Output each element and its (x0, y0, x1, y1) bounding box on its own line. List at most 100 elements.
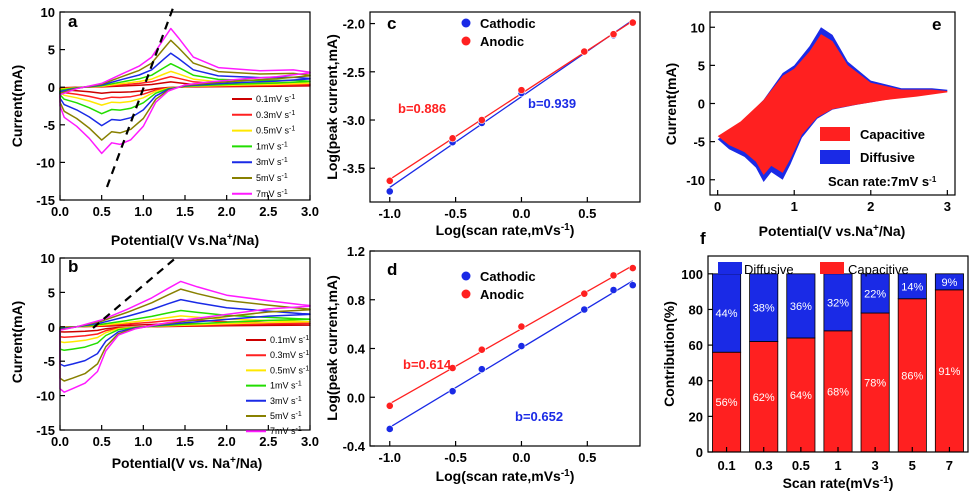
cv-curves-b (59, 280, 311, 393)
y-tick-label-b: 10 (41, 251, 55, 266)
legend-a: 0.1mV s-1 0.3mV s-1 0.5mV s-1 1mV s-1 3mV s-… (232, 94, 295, 199)
legend-swatch-f (820, 262, 844, 274)
y-tick-label-a: 10 (41, 5, 55, 20)
data-point-c (448, 134, 457, 143)
bars-f: 56% 44% 62% 38% 64% 36% 68% 32% 78% 22% 86% 14% 91% 9… (712, 273, 964, 453)
y-tick-label-d: 1.2 (347, 244, 365, 259)
y-tick-label-e: 0 (698, 97, 705, 112)
x-tick-label-c: -0.5 (444, 206, 466, 221)
cv-curve-a (59, 62, 311, 115)
y-tick-label-f: 80 (689, 302, 703, 317)
x-tick-label-b: 0.0 (51, 434, 69, 449)
bar-diffusive (860, 273, 890, 314)
y-tick-label-c: -3.5 (343, 161, 365, 176)
data-point-d (609, 271, 618, 280)
fit-line-d (389, 280, 634, 428)
legend-b: 0.1mV s-1 0.3mV s-1 0.5mV s-1 1mV s-1 3mV s-… (246, 335, 309, 436)
y-tick-label-b: -10 (36, 389, 55, 404)
x-tick-label-f: 1 (834, 458, 841, 473)
bar-capacitive (749, 341, 779, 453)
data-point-c (385, 176, 394, 185)
x-axis-label-c: Log(scan rate,mVs-1) (436, 222, 575, 238)
bar-label-diffusive: 38% (753, 303, 775, 315)
legend-marker-d (461, 271, 471, 281)
cv-curve-a (59, 75, 311, 100)
y-tick-label-b: 5 (48, 285, 55, 300)
data-point-c (477, 116, 486, 124)
y-tick-label-e: 10 (691, 20, 705, 35)
x-tick-label-f: 0.3 (755, 458, 773, 473)
y-tick-label-a: -10 (36, 155, 55, 170)
b-value-anodic-c: b=0.886 (398, 101, 446, 116)
data-point-c (628, 18, 637, 27)
bar-diffusive (712, 273, 742, 353)
x-tick-label-a: 3.0 (301, 204, 319, 219)
x-tick-label-a: 1.0 (134, 204, 152, 219)
x-tick-label-b: 1.5 (176, 434, 194, 449)
fit-line-c (389, 20, 634, 180)
y-tick-label-e: -10 (686, 173, 705, 188)
scan-rate-note-e: Scan rate:7mV s-1 (828, 174, 937, 189)
y-axis-label-c: Log(peak current,mA) (324, 34, 340, 179)
data-point-d (448, 387, 457, 396)
legend-label-a: 5mV s-1 (256, 173, 288, 183)
panel-letter-a: a (68, 12, 78, 31)
legend-marker-d (461, 289, 471, 299)
y-ticks-a: -15 -10 -5 0 5 10 (36, 5, 65, 208)
legend-e: Capacitive Diffusive Scan rate:7mV s-1 (820, 127, 937, 189)
y-tick-label-d: 0.4 (347, 342, 366, 357)
legend-label-f: Diffusive (744, 262, 794, 277)
y-ticks-d: -0.4 0.0 0.4 0.8 1.2 (343, 244, 375, 454)
cv-curve-b (59, 288, 311, 382)
bar-diffusive (786, 273, 816, 339)
legend-label-e: Diffusive (860, 150, 915, 165)
y-tick-label-e: 5 (698, 58, 705, 73)
x-tick-label-c: 0.0 (512, 206, 530, 221)
legend-label-a: 0.3mV s-1 (256, 110, 295, 120)
data-point-c (580, 47, 589, 56)
legend-label-b: 7mV s-1 (270, 426, 302, 436)
legend-swatch-e (820, 127, 850, 141)
y-tick-label-b: -15 (36, 423, 55, 438)
x-ticks-c: -1.0 -0.5 0.0 0.5 (379, 197, 596, 221)
x-tick-label-a: 1.5 (176, 204, 194, 219)
x-tick-label-d: -1.0 (379, 450, 401, 465)
b-value-cathodic-d: b=0.652 (515, 409, 563, 424)
legend-label-a: 0.1mV s-1 (256, 94, 295, 104)
x-tick-label-d: 0.0 (512, 450, 530, 465)
data-point-d (628, 281, 637, 290)
plot-frame-a (59, 11, 311, 201)
y-axis-label-e: Current(mA) (663, 63, 679, 145)
y-tick-label-b: -5 (43, 354, 55, 369)
y-tick-label-f: 20 (689, 409, 703, 424)
x-tick-label-e: 2 (867, 199, 874, 214)
data-point-d (477, 365, 486, 374)
data-point-d (385, 425, 394, 433)
y-axis-label-f: Contribution(%) (661, 301, 677, 407)
y-tick-label-e: -5 (693, 135, 705, 150)
panel-letter-b: b (68, 257, 78, 276)
data-point-c (517, 86, 526, 95)
panel-f: f 56% 44% 62% 38% 64% 36% 68% 32% 78% 22% 86% 14% 91… (661, 229, 969, 491)
legend-label-a: 3mV s-1 (256, 157, 288, 167)
legend-label-b: 3mV s-1 (270, 396, 302, 406)
data-point-d (385, 401, 394, 410)
legend-label-b: 0.3mV s-1 (270, 350, 309, 360)
cv-curve-a (59, 27, 311, 155)
y-ticks-f: 0 20 40 60 80 100 (681, 267, 713, 460)
bar-diffusive (823, 273, 853, 332)
plot-frame-c (369, 11, 641, 203)
peak-shift-line-a (105, 7, 175, 188)
data-point-d (517, 322, 526, 331)
data-point-d (448, 364, 457, 372)
x-tick-label-f: 3 (872, 458, 879, 473)
data-point-c (385, 187, 394, 196)
y-tick-label-f: 40 (689, 374, 703, 389)
bar-label-diffusive: 14% (901, 281, 923, 293)
bar-capacitive (860, 312, 890, 453)
y-tick-label-b: 0 (48, 320, 55, 335)
data-point-d (628, 264, 637, 272)
x-tick-label-c: -1.0 (379, 206, 401, 221)
x-ticks-e: 0 1 2 3 (714, 190, 951, 214)
x-tick-label-a: 2.0 (218, 204, 236, 219)
